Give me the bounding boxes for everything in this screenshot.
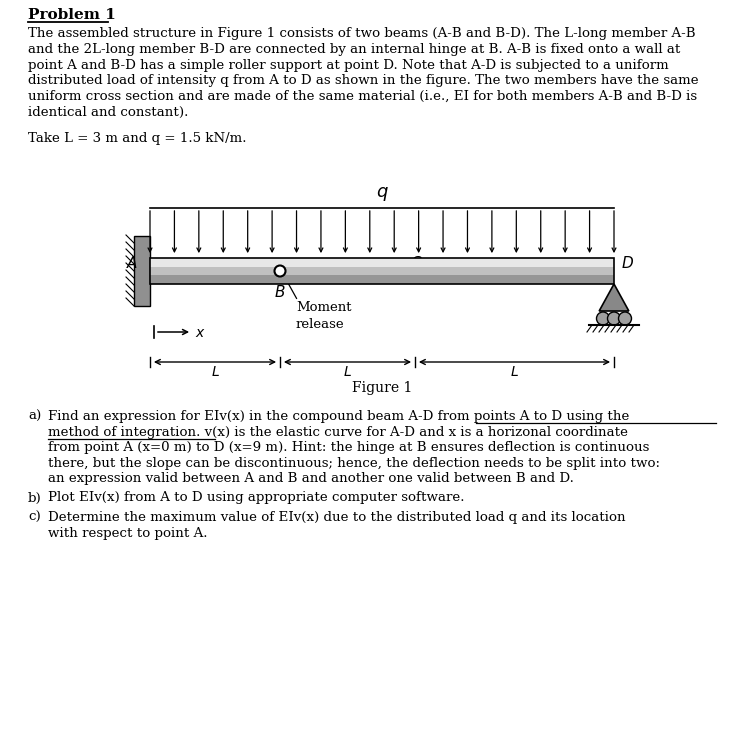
Text: distributed load of intensity q from A to D as shown in the figure. The two memb: distributed load of intensity q from A t…: [28, 74, 698, 87]
Text: Figure 1: Figure 1: [351, 381, 412, 395]
Text: an expression valid between A and B and another one valid between B and D.: an expression valid between A and B and …: [48, 472, 574, 485]
Bar: [134, 236, 150, 306]
Text: c): c): [28, 511, 41, 524]
Text: Find an expression for EIv(x) in the compound beam A-D from points A to D using : Find an expression for EIv(x) in the com…: [48, 410, 629, 423]
Polygon shape: [599, 284, 629, 311]
Text: and the 2L-long member B-D are connected by an internal hinge at B. A-B is fixed: and the 2L-long member B-D are connected…: [28, 43, 680, 56]
Text: $D$: $D$: [621, 255, 634, 271]
Text: b): b): [28, 491, 42, 504]
Text: method of integration. v(x) is the elastic curve for A-D and x is a horizonal co: method of integration. v(x) is the elast…: [48, 426, 628, 439]
Text: Plot EIv(x) from A to D using appropriate computer software.: Plot EIv(x) from A to D using appropriat…: [48, 491, 465, 504]
Text: release: release: [296, 318, 345, 331]
Text: $q$: $q$: [376, 185, 388, 203]
Text: Take L = 3 m and q = 1.5 kN/m.: Take L = 3 m and q = 1.5 kN/m.: [28, 132, 246, 145]
Text: Determine the maximum value of EIv(x) due to the distributed load q and its loca: Determine the maximum value of EIv(x) du…: [48, 511, 626, 524]
Text: $x$: $x$: [195, 326, 206, 340]
Text: $L$: $L$: [210, 365, 219, 379]
Text: there, but the slope can be discontinuous; hence, the deflection needs to be spl: there, but the slope can be discontinuou…: [48, 456, 660, 469]
Text: identical and constant).: identical and constant).: [28, 106, 189, 119]
Bar: [150, 258, 614, 284]
Text: a): a): [28, 410, 41, 423]
Text: $B$: $B$: [274, 284, 285, 300]
Text: $C$: $C$: [410, 255, 423, 271]
Text: point A and B-D has a simple roller support at point D. Note that A-D is subject: point A and B-D has a simple roller supp…: [28, 58, 668, 71]
Text: from point A (x=0 m) to D (x=9 m). Hint: the hinge at B ensures deflection is co: from point A (x=0 m) to D (x=9 m). Hint:…: [48, 441, 650, 454]
Text: $A$: $A$: [126, 255, 138, 271]
Text: Moment: Moment: [296, 301, 351, 314]
Text: Problem 1: Problem 1: [28, 8, 116, 22]
Circle shape: [596, 312, 610, 325]
Circle shape: [275, 265, 285, 276]
Circle shape: [608, 312, 620, 325]
Text: $L$: $L$: [510, 365, 519, 379]
Circle shape: [619, 312, 632, 325]
Text: uniform cross section and are made of the same material (i.e., EI for both membe: uniform cross section and are made of th…: [28, 90, 697, 104]
Text: with respect to point A.: with respect to point A.: [48, 526, 207, 539]
Text: $L$: $L$: [343, 365, 352, 379]
Text: The assembled structure in Figure 1 consists of two beams (A-B and B-D). The L-l: The assembled structure in Figure 1 cons…: [28, 27, 695, 40]
